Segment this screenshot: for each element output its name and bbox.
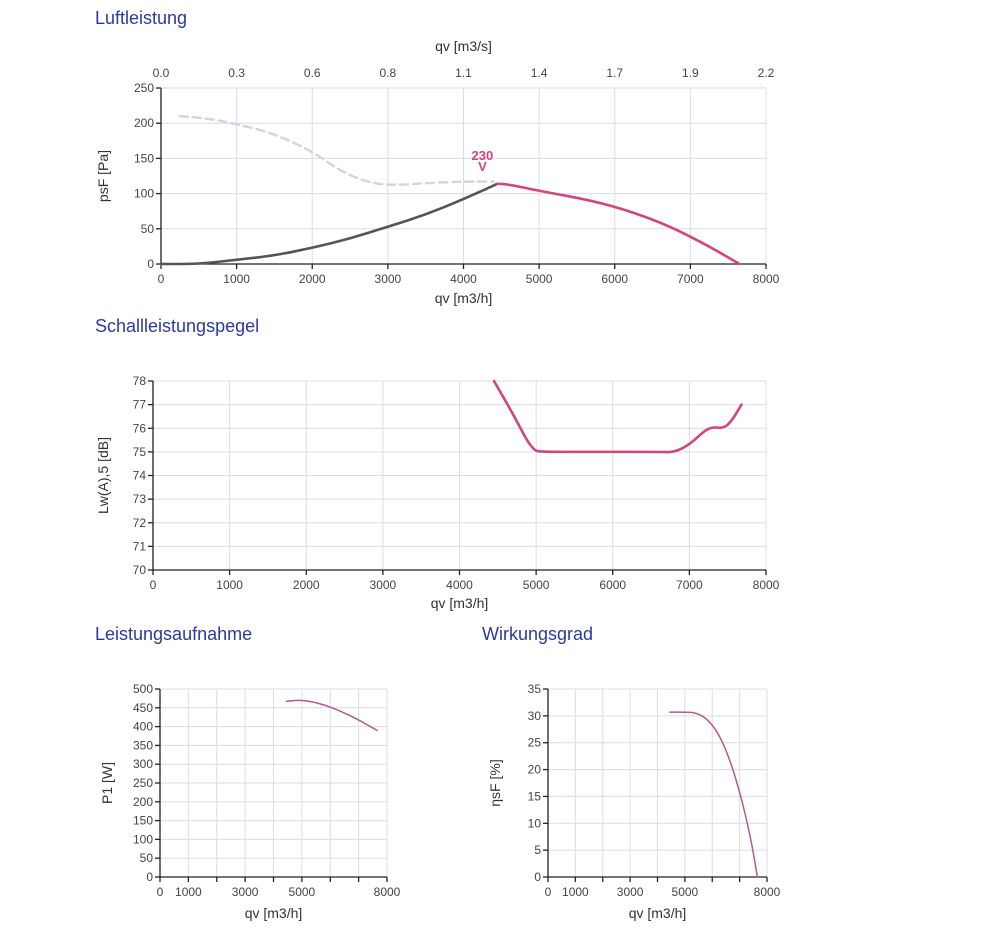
x-tick-label: 6000	[599, 578, 626, 592]
y-tick-label: 71	[133, 539, 147, 553]
x2-tick-label: 2.2	[758, 66, 775, 80]
series-line-230-v	[496, 182, 741, 266]
y-tick-label: 15	[528, 789, 542, 803]
y-tick-label: 150	[134, 151, 154, 165]
x-tick-label: 0	[150, 578, 157, 592]
x-axis-label: qv [m3/h]	[245, 905, 303, 921]
x-tick-label: 4000	[446, 578, 473, 592]
x-tick-label: 8000	[374, 885, 401, 899]
y-tick-label: 72	[133, 516, 147, 530]
x-tick-label: 1000	[216, 578, 243, 592]
y-tick-label: 250	[133, 776, 153, 790]
x2-tick-label: 0.8	[380, 66, 397, 80]
y-tick-label: 200	[133, 795, 153, 809]
y-axis-label: psF [Pa]	[95, 150, 111, 202]
x-tick-label: 1000	[175, 885, 202, 899]
y-tick-label: 0	[146, 870, 153, 884]
y-tick-label: 20	[528, 763, 542, 777]
y-tick-label: 400	[133, 720, 153, 734]
y-tick-label: 78	[133, 374, 147, 388]
x-tick-label: 1000	[223, 272, 250, 286]
y-tick-label: 0	[534, 870, 541, 884]
y-tick-label: 30	[528, 709, 542, 723]
x-tick-label: 4000	[450, 272, 477, 286]
series-line-230-v	[285, 699, 378, 732]
y-tick-label: 0	[147, 257, 154, 271]
x-tick-label: 3000	[232, 885, 259, 899]
y-axis-label: Lw(A),5 [dB]	[95, 437, 111, 514]
chart-airflow: 0 50 100 150 200 250 0 1000 2000 3000 4000 5000 6000…	[95, 38, 780, 306]
x-tick-label: 0	[158, 272, 165, 286]
y-tick-label: 35	[528, 682, 542, 696]
section-title-power: Leistungsaufnahme	[95, 624, 253, 644]
x-tick-label: 8000	[753, 578, 780, 592]
x-axis-label: qv [m3/h]	[629, 905, 687, 921]
y-tick-label: 500	[133, 682, 153, 696]
y-tick-label: 77	[133, 398, 147, 412]
x-tick-label: 3000	[617, 885, 644, 899]
y-tick-label: 450	[133, 701, 153, 715]
x-axis-label: qv [m3/h]	[431, 595, 489, 611]
y-axis-label: ηsF [%]	[487, 759, 503, 806]
y-tick-label: 300	[133, 757, 153, 771]
series-line-max-limit	[178, 114, 495, 186]
x-tick-label: 7000	[677, 272, 704, 286]
x2-tick-label: 1.1	[455, 66, 472, 80]
x-tick-label: 8000	[754, 885, 781, 899]
y-tick-label: 200	[134, 116, 154, 130]
y-tick-label: 350	[133, 738, 153, 752]
x-tick-label: 0	[157, 885, 164, 899]
series-line-230-v	[669, 711, 759, 878]
chart-efficiency: 0 5 10 15 20 25 30 35 0 1000 3000 5000 8000 qv [m3/h]…	[487, 682, 781, 921]
x2-tick-label: 0.3	[228, 66, 245, 80]
chart-sound: 70 71 72 73 74 75 76 77 78 0 1000 2000 3000 4000 5000 6…	[95, 374, 780, 611]
y-tick-label: 100	[133, 832, 153, 846]
curve-annotation: 230	[472, 148, 494, 163]
x-tick-label: 6000	[601, 272, 628, 286]
y-tick-label: 150	[133, 814, 153, 828]
y-tick-label: 25	[528, 736, 542, 750]
y-tick-label: 250	[134, 81, 154, 95]
series-line-system-curve	[159, 182, 499, 266]
series-line-230-v	[492, 379, 743, 454]
x2-axis-label: qv [m3/s]	[435, 38, 492, 54]
x-tick-label: 5000	[289, 885, 316, 899]
x-tick-label: 2000	[293, 578, 320, 592]
y-tick-label: 73	[133, 492, 147, 506]
x-tick-label: 3000	[370, 578, 397, 592]
section-title-sound: Schallleistungspegel	[95, 316, 260, 336]
x-axis-label: qv [m3/h]	[435, 290, 493, 306]
x-tick-label: 5000	[672, 885, 699, 899]
x2-tick-label: 0.0	[153, 66, 170, 80]
y-tick-label: 100	[134, 187, 154, 201]
x-tick-label: 1000	[562, 885, 589, 899]
y-tick-label: 76	[133, 421, 147, 435]
x-tick-label: 3000	[375, 272, 402, 286]
x-tick-label: 0	[545, 885, 552, 899]
x-tick-label: 5000	[526, 272, 553, 286]
curve-annotation: V	[478, 159, 487, 174]
y-tick-label: 75	[133, 445, 147, 459]
y-tick-label: 50	[141, 222, 155, 236]
x2-tick-label: 0.6	[304, 66, 321, 80]
x-tick-label: 5000	[523, 578, 550, 592]
x-tick-label: 8000	[753, 272, 780, 286]
y-tick-label: 74	[133, 469, 147, 483]
x-tick-label: 2000	[299, 272, 326, 286]
y-tick-label: 50	[140, 851, 154, 865]
y-tick-label: 70	[133, 563, 147, 577]
x2-tick-label: 1.4	[531, 66, 548, 80]
section-title-efficiency: Wirkungsgrad	[482, 624, 594, 644]
x-tick-label: 7000	[676, 578, 703, 592]
x2-tick-label: 1.7	[606, 66, 623, 80]
x2-tick-label: 1.9	[682, 66, 699, 80]
section-title-airflow: Luftleistung	[95, 8, 188, 28]
y-axis-label: P1 [W]	[99, 762, 115, 804]
y-tick-label: 10	[528, 816, 542, 830]
y-tick-label: 5	[534, 843, 541, 857]
